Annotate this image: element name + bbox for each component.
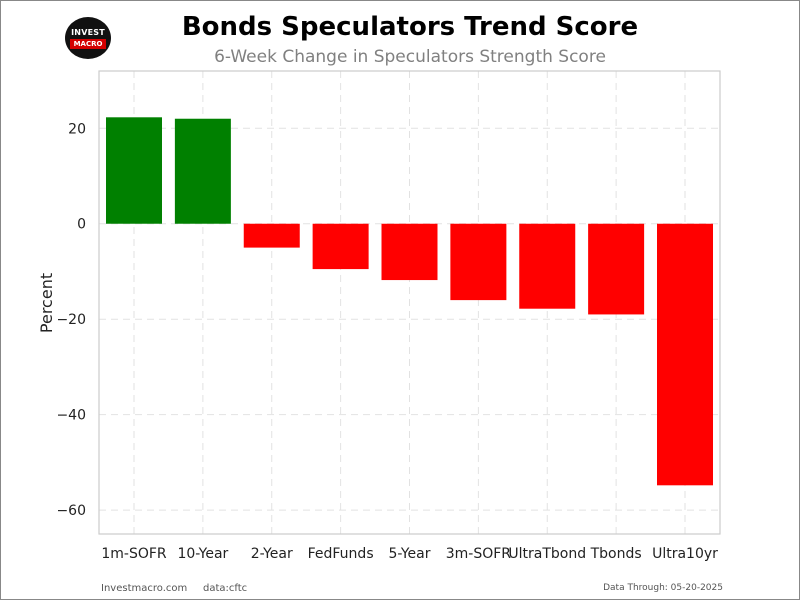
y-tick-label: −20 — [56, 312, 86, 328]
bar-10-year — [174, 118, 231, 224]
footer-site: Investmacro.com — [101, 583, 188, 594]
chart-title: Bonds Speculators Trend Score — [181, 12, 639, 42]
y-axis-ticks: 20 0 −20 −40 −60 — [56, 121, 86, 519]
bar-tbonds — [588, 223, 645, 315]
y-tick-label: 20 — [68, 121, 86, 137]
bar-1m-sofr — [106, 117, 162, 224]
bar-ultratbond — [519, 223, 576, 309]
y-tick-label: −40 — [56, 408, 86, 424]
x-tick-label: 1m-SOFR — [101, 546, 167, 562]
chart-subtitle: 6-Week Change in Speculators Strength Sc… — [214, 47, 606, 67]
y-tick-label: −60 — [56, 503, 86, 519]
x-tick-label: Ultra10yr — [652, 546, 718, 562]
x-tick-label: Tbonds — [590, 546, 642, 562]
bar-3m-sofr — [450, 223, 507, 301]
plot-area-border — [98, 70, 721, 535]
x-tick-label: UltraTbond — [508, 546, 586, 562]
y-tick-label: 0 — [77, 217, 86, 233]
bar-5-year — [381, 223, 438, 281]
bar-2-year — [243, 223, 300, 248]
logo-text-top: INVEST — [71, 28, 105, 37]
investmacro-logo: INVEST MACRO — [65, 17, 111, 59]
x-tick-label: 2-Year — [251, 546, 293, 562]
footer-source: data:cftc — [203, 583, 248, 594]
x-axis-ticks: 1m-SOFR 10-Year 2-Year FedFunds 5-Year 3m-SOF… — [101, 546, 718, 562]
bars-layer — [106, 117, 713, 486]
footer-date: Data Through: 05-20-2025 — [603, 583, 723, 593]
x-tick-label: 10-Year — [177, 546, 228, 562]
bar-ultra10yr — [657, 223, 713, 486]
y-axis-label: Percent — [37, 273, 56, 333]
logo-text-bottom: MACRO — [70, 39, 106, 49]
x-tick-label: FedFunds — [308, 546, 374, 562]
bar-fedfunds — [312, 223, 369, 270]
x-tick-label: 3m-SOFR — [446, 546, 512, 562]
x-tick-label: 5-Year — [389, 546, 431, 562]
